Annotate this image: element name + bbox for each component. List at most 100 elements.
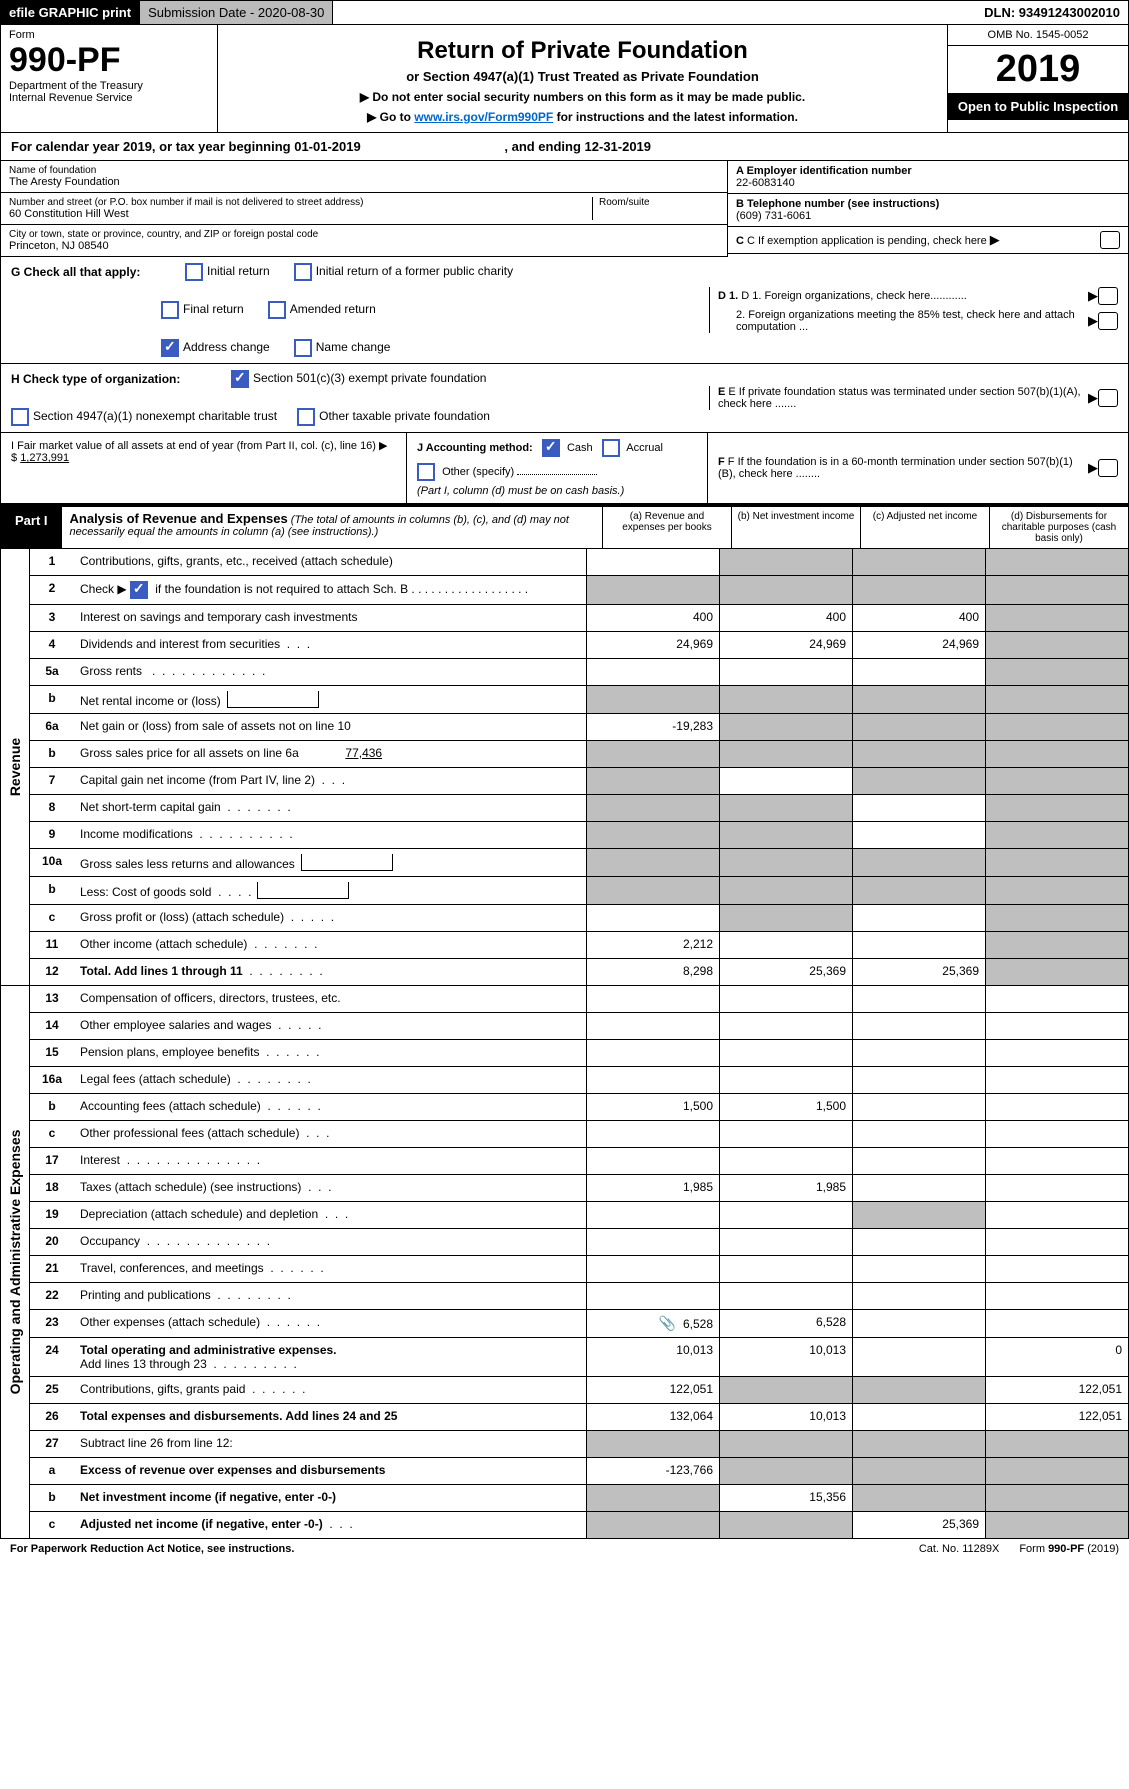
checkbox-f[interactable] bbox=[1098, 459, 1118, 477]
checkbox-e[interactable] bbox=[1098, 389, 1118, 407]
j-other: Other (specify) bbox=[442, 466, 514, 478]
line-9: Income modifications . . . . . . . . . . bbox=[74, 822, 586, 848]
checkbox-other-taxable[interactable] bbox=[297, 408, 315, 426]
line-19: Depreciation (attach schedule) and deple… bbox=[74, 1202, 586, 1228]
section-i: I Fair market value of all assets at end… bbox=[1, 433, 407, 503]
line-21: Travel, conferences, and meetings . . . … bbox=[74, 1256, 586, 1282]
line-14: Other employee salaries and wages . . . … bbox=[74, 1013, 586, 1039]
checkbox-other-method[interactable] bbox=[417, 463, 435, 481]
checkbox-d2[interactable] bbox=[1098, 312, 1118, 330]
box-c-cell: C C If exemption application is pending,… bbox=[728, 227, 1128, 254]
line-17: Interest . . . . . . . . . . . . . . bbox=[74, 1148, 586, 1174]
d2-label: 2. Foreign organizations meeting the 85%… bbox=[718, 309, 1088, 333]
checkbox-sch-b[interactable] bbox=[130, 581, 148, 599]
line-27: Subtract line 26 from line 12: bbox=[74, 1431, 586, 1457]
col-b-header: (b) Net investment income bbox=[731, 507, 860, 548]
e-label: E If private foundation status was termi… bbox=[718, 386, 1081, 410]
city-cell: City or town, state or province, country… bbox=[1, 225, 727, 257]
h-label: H Check type of organization: bbox=[11, 372, 211, 386]
h-other: Other taxable private foundation bbox=[319, 409, 490, 423]
checkbox-final[interactable] bbox=[161, 301, 179, 319]
g-initial: Initial return bbox=[207, 264, 270, 278]
checkbox-initial[interactable] bbox=[185, 263, 203, 281]
line-13: Compensation of officers, directors, tru… bbox=[74, 986, 586, 1012]
g-name-change: Name change bbox=[316, 340, 391, 354]
checkbox-addr-change[interactable] bbox=[161, 339, 179, 357]
phone-label: B Telephone number (see instructions) bbox=[736, 198, 1120, 210]
dln-label: DLN: 93491243002010 bbox=[976, 1, 1128, 24]
section-g: G Check all that apply: Initial return I… bbox=[0, 257, 1129, 364]
j-accrual: Accrual bbox=[626, 442, 663, 454]
h-4947: Section 4947(a)(1) nonexempt charitable … bbox=[33, 409, 277, 423]
form-page: efile GRAPHIC print Submission Date - 20… bbox=[0, 0, 1129, 1559]
line-27c: Adjusted net income (if negative, enter … bbox=[74, 1512, 586, 1538]
dept-label: Department of the Treasury bbox=[9, 80, 209, 92]
phone-value: (609) 731-6061 bbox=[736, 210, 1120, 222]
section-e: E E If private foundation status was ter… bbox=[709, 386, 1118, 410]
irs-label: Internal Revenue Service bbox=[9, 92, 209, 104]
name-label: Name of foundation bbox=[9, 165, 719, 176]
checkbox-4947[interactable] bbox=[11, 408, 29, 426]
warn-2: ▶ Go to www.irs.gov/Form990PF for instru… bbox=[226, 110, 939, 124]
checkbox-c[interactable] bbox=[1100, 231, 1120, 249]
irs-link[interactable]: www.irs.gov/Form990PF bbox=[414, 110, 553, 124]
line-16b: Accounting fees (attach schedule) . . . … bbox=[74, 1094, 586, 1120]
form-word: Form bbox=[9, 29, 209, 41]
city-label: City or town, state or province, country… bbox=[9, 229, 719, 240]
line-23: Other expenses (attach schedule) . . . .… bbox=[74, 1310, 586, 1337]
street-address: 60 Constitution Hill West bbox=[9, 208, 592, 220]
cat-no: Cat. No. 11289X bbox=[919, 1543, 1000, 1555]
line-27a: Excess of revenue over expenses and disb… bbox=[74, 1458, 586, 1484]
j-label: J Accounting method: bbox=[417, 442, 533, 454]
checkbox-d1[interactable] bbox=[1098, 287, 1118, 305]
form-header: Form 990-PF Department of the Treasury I… bbox=[0, 25, 1129, 133]
part1-desc: Analysis of Revenue and Expenses (The to… bbox=[62, 507, 602, 548]
col-c-header: (c) Adjusted net income bbox=[860, 507, 989, 548]
form-subtitle: or Section 4947(a)(1) Trust Treated as P… bbox=[226, 69, 939, 84]
j-cash: Cash bbox=[567, 442, 593, 454]
line-16c: Other professional fees (attach schedule… bbox=[74, 1121, 586, 1147]
omb-number: OMB No. 1545-0052 bbox=[948, 25, 1128, 46]
checkbox-accrual[interactable] bbox=[602, 439, 620, 457]
attachment-icon[interactable]: 📎 bbox=[659, 1315, 676, 1332]
form-ref: Form 990-PF (2019) bbox=[1019, 1543, 1119, 1555]
expenses-sidelabel: Operating and Administrative Expenses bbox=[1, 986, 30, 1538]
g-addr-change: Address change bbox=[183, 340, 270, 354]
city-value: Princeton, NJ 08540 bbox=[9, 240, 719, 252]
expenses-section: Operating and Administrative Expenses 13… bbox=[0, 986, 1129, 1539]
warn-1: ▶ Do not enter social security numbers o… bbox=[226, 90, 939, 104]
g-label: G Check all that apply: bbox=[11, 265, 161, 279]
checkbox-name-change[interactable] bbox=[294, 339, 312, 357]
info-block: Name of foundation The Aresty Foundation… bbox=[0, 161, 1129, 257]
cal-end: , and ending 12-31-2019 bbox=[504, 139, 651, 154]
foundation-name: The Aresty Foundation bbox=[9, 176, 719, 188]
addr-label: Number and street (or P.O. box number if… bbox=[9, 197, 592, 208]
g-final: Final return bbox=[183, 302, 244, 316]
col-a-header: (a) Revenue and expenses per books bbox=[602, 507, 731, 548]
j-note: (Part I, column (d) must be on cash basi… bbox=[417, 485, 697, 497]
line-20: Occupancy . . . . . . . . . . . . . bbox=[74, 1229, 586, 1255]
warn2-post: for instructions and the latest informat… bbox=[557, 110, 798, 124]
checkbox-initial-former[interactable] bbox=[294, 263, 312, 281]
open-public-label: Open to Public Inspection bbox=[948, 93, 1128, 120]
col-d-header: (d) Disbursements for charitable purpose… bbox=[989, 507, 1128, 548]
line-15: Pension plans, employee benefits . . . .… bbox=[74, 1040, 586, 1066]
line-6b: Gross sales price for all assets on line… bbox=[74, 741, 586, 767]
top-bar: efile GRAPHIC print Submission Date - 20… bbox=[0, 0, 1129, 25]
line-22: Printing and publications . . . . . . . … bbox=[74, 1283, 586, 1309]
part1-title: Analysis of Revenue and Expenses bbox=[70, 511, 288, 526]
submission-date: Submission Date - 2020-08-30 bbox=[140, 1, 333, 24]
form-title: Return of Private Foundation bbox=[226, 37, 939, 65]
checkbox-cash[interactable] bbox=[542, 439, 560, 457]
checkbox-amended[interactable] bbox=[268, 301, 286, 319]
line-2: Check ▶ if the foundation is not require… bbox=[74, 576, 586, 604]
g-initial-former: Initial return of a former public charit… bbox=[316, 264, 513, 278]
c-label: C If exemption application is pending, c… bbox=[747, 235, 987, 247]
checkbox-501c3[interactable] bbox=[231, 370, 249, 388]
section-h: H Check type of organization: Section 50… bbox=[0, 364, 1129, 433]
efile-label: efile GRAPHIC print bbox=[1, 1, 140, 24]
line-11: Other income (attach schedule) . . . . .… bbox=[74, 932, 586, 958]
line-27b: Net investment income (if negative, ente… bbox=[74, 1485, 586, 1511]
cal-begin: For calendar year 2019, or tax year begi… bbox=[11, 139, 361, 154]
line-16a: Legal fees (attach schedule) . . . . . .… bbox=[74, 1067, 586, 1093]
